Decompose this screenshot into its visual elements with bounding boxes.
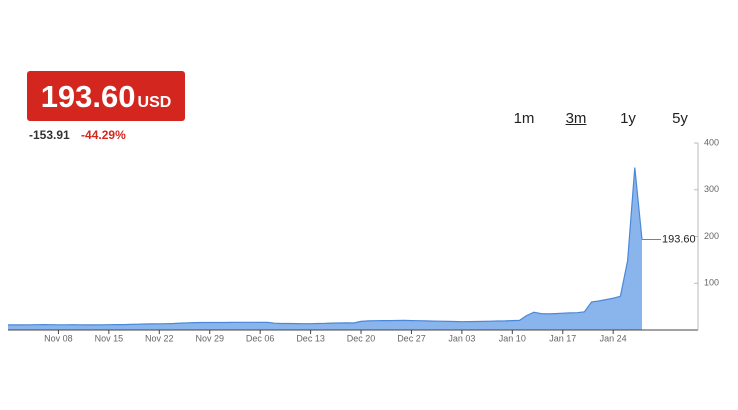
x-tick-label: Jan 03 [448, 333, 475, 343]
price: 193.60 [40, 79, 136, 114]
range-selector: 1m 3m 1y 5y [498, 110, 706, 127]
y-tick-label: 300 [704, 184, 719, 194]
x-tick-label: Jan 10 [499, 333, 526, 343]
range-button[interactable]: 5y [672, 110, 688, 127]
current-label: 193.60 [662, 233, 696, 245]
x-tick-label: Nov 08 [44, 333, 73, 343]
area [8, 167, 642, 330]
change-pct: -44.29% [81, 128, 126, 142]
range-button[interactable]: 1y [620, 110, 636, 127]
x-tick-label: Dec 06 [246, 333, 275, 343]
price-box: 193.60 USD [27, 71, 185, 121]
x-tick-label: Dec 20 [347, 333, 376, 343]
line [8, 167, 643, 326]
change: -153.91 -44.29% [29, 128, 134, 142]
y-tick-label: 100 [704, 278, 719, 288]
x-tick-label: Jan 24 [600, 333, 627, 343]
y-tick-label: 400 [704, 137, 719, 147]
x-tick-label: Dec 13 [296, 333, 325, 343]
range-button[interactable]: 1m [513, 110, 535, 127]
change-abs: -153.91 [29, 128, 70, 142]
currency: USD [137, 94, 172, 111]
x-tick-label: Nov 29 [195, 333, 224, 343]
y-tick-label: 200 [704, 231, 719, 241]
x-tick-label: Dec 27 [397, 333, 426, 343]
x-tick-label: Nov 22 [145, 333, 174, 343]
x-tick-label: Jan 17 [549, 333, 576, 343]
range-button[interactable]: 3m [565, 110, 587, 127]
x-tick-label: Nov 15 [95, 333, 124, 343]
